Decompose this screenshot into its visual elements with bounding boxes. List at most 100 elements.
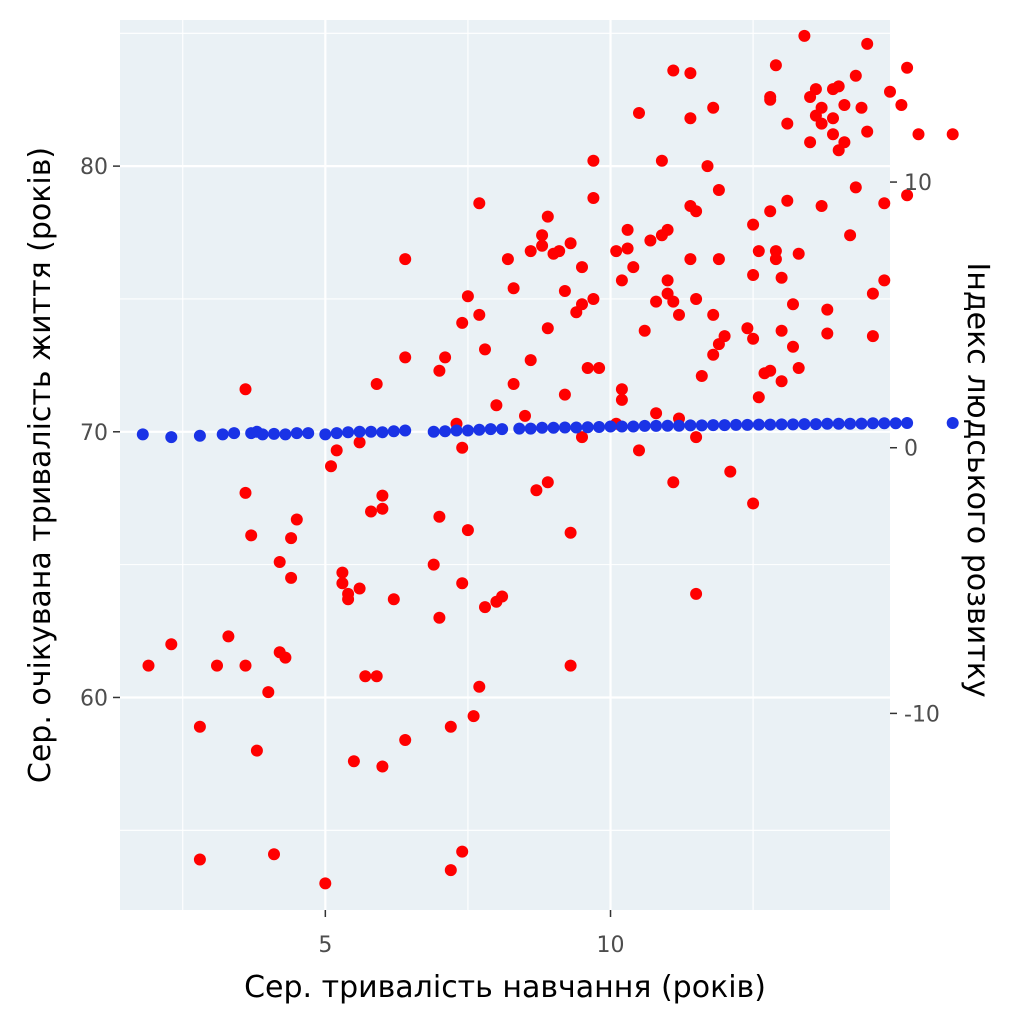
hdi-point xyxy=(889,417,902,430)
hdi-point xyxy=(547,421,560,434)
life-expectancy-point xyxy=(787,298,799,311)
life-expectancy-point xyxy=(279,651,292,664)
life-expectancy-point xyxy=(142,659,155,672)
life-expectancy-point xyxy=(461,524,474,537)
life-expectancy-point xyxy=(250,744,263,757)
life-expectancy-point xyxy=(262,686,275,699)
life-expectancy-point xyxy=(222,630,235,643)
life-expectancy-point xyxy=(330,444,343,457)
life-expectancy-point xyxy=(587,192,600,204)
hdi-point xyxy=(787,418,799,431)
hdi-point xyxy=(878,417,891,430)
life-expectancy-point xyxy=(832,80,845,93)
hdi-point xyxy=(399,424,412,437)
life-expectancy-point xyxy=(866,330,879,343)
hdi-point xyxy=(775,418,788,431)
life-expectancy-point xyxy=(633,107,645,119)
life-expectancy-point xyxy=(524,245,537,258)
hdi-point xyxy=(695,419,708,432)
y-axis-title: Сер. очікувана тривалість життя (років) xyxy=(23,147,58,783)
life-expectancy-point xyxy=(707,101,720,114)
life-expectancy-point xyxy=(946,128,959,141)
hdi-point xyxy=(513,422,526,435)
life-expectancy-point xyxy=(844,229,857,242)
hdi-point xyxy=(901,417,914,429)
life-expectancy-point xyxy=(901,61,914,74)
hdi-point xyxy=(136,428,149,441)
life-expectancy-point xyxy=(684,253,697,266)
life-expectancy-point xyxy=(655,154,668,167)
life-expectancy-point xyxy=(427,558,440,571)
life-expectancy-point xyxy=(775,271,788,284)
hdi-point xyxy=(290,427,303,440)
life-expectancy-point xyxy=(752,391,765,404)
life-expectancy-point xyxy=(365,505,377,518)
hdi-point xyxy=(165,431,178,444)
hdi-point xyxy=(302,427,315,440)
hdi-point xyxy=(832,417,845,430)
life-expectancy-point xyxy=(239,383,252,396)
life-expectancy-point xyxy=(501,253,514,266)
life-expectancy-point xyxy=(541,476,554,489)
life-expectancy-point xyxy=(661,223,674,236)
hdi-point xyxy=(809,418,822,431)
life-expectancy-point xyxy=(644,234,657,247)
life-expectancy-point xyxy=(387,593,400,606)
hdi-points xyxy=(136,417,959,444)
life-expectancy-point xyxy=(781,117,794,130)
life-expectancy-point xyxy=(707,308,720,321)
hdi-point xyxy=(615,420,628,433)
y2-tick-label: 0 xyxy=(904,437,918,462)
life-expectancy-point xyxy=(433,611,446,624)
life-expectancy-point xyxy=(461,290,474,303)
life-expectancy-point xyxy=(621,242,634,255)
hdi-point xyxy=(450,424,463,437)
life-expectancy-point xyxy=(581,362,594,374)
life-expectancy-point xyxy=(615,274,628,287)
life-expectancy-point xyxy=(695,370,708,382)
life-expectancy-point xyxy=(787,340,799,353)
life-expectancy-point xyxy=(798,29,811,42)
hdi-point xyxy=(821,417,834,430)
life-expectancy-point xyxy=(701,160,714,173)
y-tick-label: 60 xyxy=(80,686,108,711)
hdi-point xyxy=(427,425,440,438)
life-expectancy-point xyxy=(627,261,640,274)
life-expectancy-point xyxy=(781,194,794,207)
hdi-point xyxy=(193,429,206,442)
hdi-point xyxy=(387,425,400,438)
hdi-point xyxy=(536,421,549,434)
life-expectancy-point xyxy=(239,486,252,499)
life-expectancy-point xyxy=(211,659,223,672)
hdi-point xyxy=(279,428,292,441)
life-expectancy-point xyxy=(564,526,577,539)
hdi-point xyxy=(319,428,332,441)
life-expectancy-point xyxy=(673,308,685,321)
life-expectancy-point xyxy=(752,245,765,258)
life-expectancy-point xyxy=(638,324,651,337)
life-expectancy-point xyxy=(650,407,663,420)
life-expectancy-point xyxy=(769,245,782,258)
life-expectancy-point xyxy=(325,460,337,473)
life-expectancy-point xyxy=(245,529,258,542)
y2-axis-title: Індекс людського розвитку xyxy=(960,262,995,697)
life-expectancy-point xyxy=(347,755,360,768)
hdi-point xyxy=(638,419,651,432)
hdi-point xyxy=(730,418,742,431)
life-expectancy-point xyxy=(519,409,531,422)
life-expectancy-point xyxy=(479,601,491,614)
life-expectancy-point xyxy=(792,247,805,260)
x-tick-label: 10 xyxy=(597,933,625,958)
hdi-point xyxy=(570,421,583,434)
life-expectancy-point xyxy=(376,489,389,502)
life-expectancy-point xyxy=(667,64,680,77)
hdi-point xyxy=(524,422,537,435)
plot-panel xyxy=(120,20,890,910)
life-expectancy-point xyxy=(707,348,720,361)
life-expectancy-point xyxy=(587,293,600,305)
life-expectancy-point xyxy=(712,184,725,196)
life-expectancy-point xyxy=(775,324,788,337)
hdi-point xyxy=(461,424,474,437)
life-expectancy-point xyxy=(558,388,571,401)
hdi-point xyxy=(866,417,879,430)
